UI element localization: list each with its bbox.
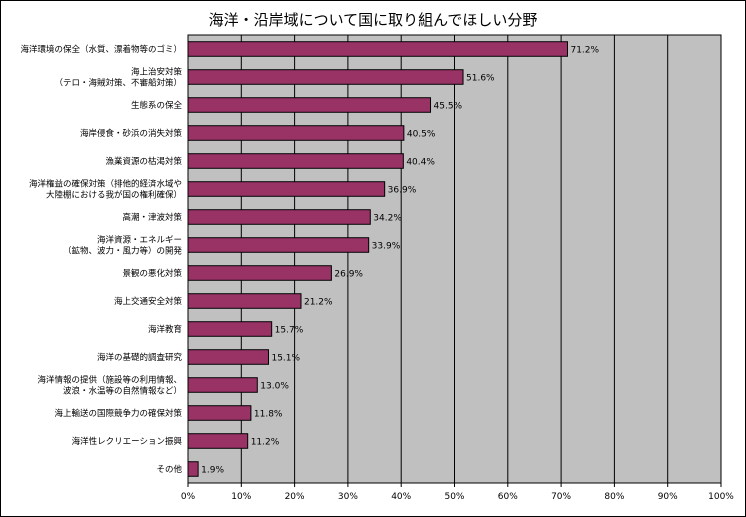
value-label: 40.5%: [407, 130, 436, 140]
chart-title: 海洋・沿岸域について国に取り組んでほしい分野: [208, 11, 538, 29]
category-label: その他: [156, 464, 182, 475]
bar: [187, 153, 404, 169]
tick-label: 30%: [338, 492, 358, 502]
category-label: 海洋資源・エネルギー: [97, 235, 182, 246]
bar: [187, 405, 252, 421]
bar: [187, 97, 432, 113]
category-label: 景観の悪化対策: [122, 268, 182, 279]
category-label: 海洋性レクリエーション振興: [72, 436, 183, 447]
tick-label: 20%: [285, 492, 305, 502]
value-label: 11.2%: [251, 438, 280, 448]
value-label: 51.6%: [466, 74, 495, 84]
category-label: 高潮・津波対策: [122, 212, 182, 223]
bar: [187, 41, 568, 57]
bar: [187, 209, 371, 225]
value-label: 15.1%: [271, 354, 300, 364]
category-label: 波浪・水温等の自然情報など）: [63, 386, 182, 397]
category-label: 海上交通安全対策: [114, 296, 183, 307]
tick-label: 40%: [391, 492, 411, 502]
value-label: 71.2%: [570, 46, 599, 56]
bar: [187, 377, 258, 393]
bar: [187, 265, 332, 281]
category-label: 漁業資源の枯渇対策: [105, 156, 182, 167]
category-label: 大陸棚における我が国の権利確保）: [46, 190, 182, 201]
plot-border: [187, 34, 722, 484]
tick-label: 100%: [708, 492, 734, 502]
value-label: 15.7%: [275, 326, 304, 336]
bar: [187, 181, 386, 197]
tick-label: 90%: [658, 492, 678, 502]
value-label: 45.5%: [434, 102, 463, 112]
bar: [187, 349, 269, 365]
bar: [187, 125, 405, 141]
tick-label: 60%: [498, 492, 518, 502]
category-label: 海岸侵食・砂浜の消失対策: [80, 128, 183, 139]
value-label: 1.9%: [201, 466, 224, 476]
bar: [187, 69, 464, 85]
category-label: 海上治安対策: [131, 67, 183, 78]
value-label: 11.8%: [254, 410, 283, 420]
category-label: （鉱物、波力・風力等）の開発: [63, 246, 183, 257]
bar: [187, 293, 302, 309]
tick-label: 70%: [551, 492, 571, 502]
category-label: （テロ・海賊対策、不審船対策）: [54, 78, 182, 89]
category-label: 海上輸送の国際競争力の確保対策: [54, 408, 182, 419]
value-label: 13.0%: [260, 382, 289, 392]
category-label: 海洋教育: [148, 324, 182, 335]
tick-label: 80%: [604, 492, 624, 502]
category-label: 海洋情報の提供（施設等の利用情報、: [37, 375, 182, 386]
category-labels: 海洋環境の保全（水質、漂着物等のゴミ） 海上治安対策（テロ・海賊対策、不審船対策）…: [20, 44, 182, 475]
tick-label: 50%: [444, 492, 464, 502]
value-label: 34.2%: [373, 214, 402, 224]
value-label: 26.9%: [334, 270, 363, 280]
category-label: 海洋の基礎的調査研究: [97, 352, 183, 363]
bars: [187, 41, 568, 477]
category-label: 海洋環境の保全（水質、漂着物等のゴミ）: [20, 44, 182, 55]
value-label: 36.9%: [388, 186, 417, 196]
bar: [187, 321, 273, 337]
bar: [187, 237, 370, 253]
category-label: 生態系の保全: [131, 100, 183, 111]
value-labels: 71.2% 51.6% 45.5% 40.5% 40.4% 36.9% 34.2% 33.9%…: [201, 46, 599, 476]
bar: [187, 461, 199, 477]
value-label: 33.9%: [372, 242, 401, 252]
value-label: 40.4%: [406, 158, 435, 168]
tick-label: 10%: [231, 492, 251, 502]
x-axis-ticks: 0% 10% 20% 30% 40% 50% 60% 70% 80% 90% 100%: [181, 483, 734, 502]
bar: [187, 433, 249, 449]
value-label: 21.2%: [304, 298, 333, 308]
tick-label: 0%: [181, 492, 196, 502]
category-label: 海洋権益の確保対策（排他的経済水域や: [29, 179, 182, 190]
